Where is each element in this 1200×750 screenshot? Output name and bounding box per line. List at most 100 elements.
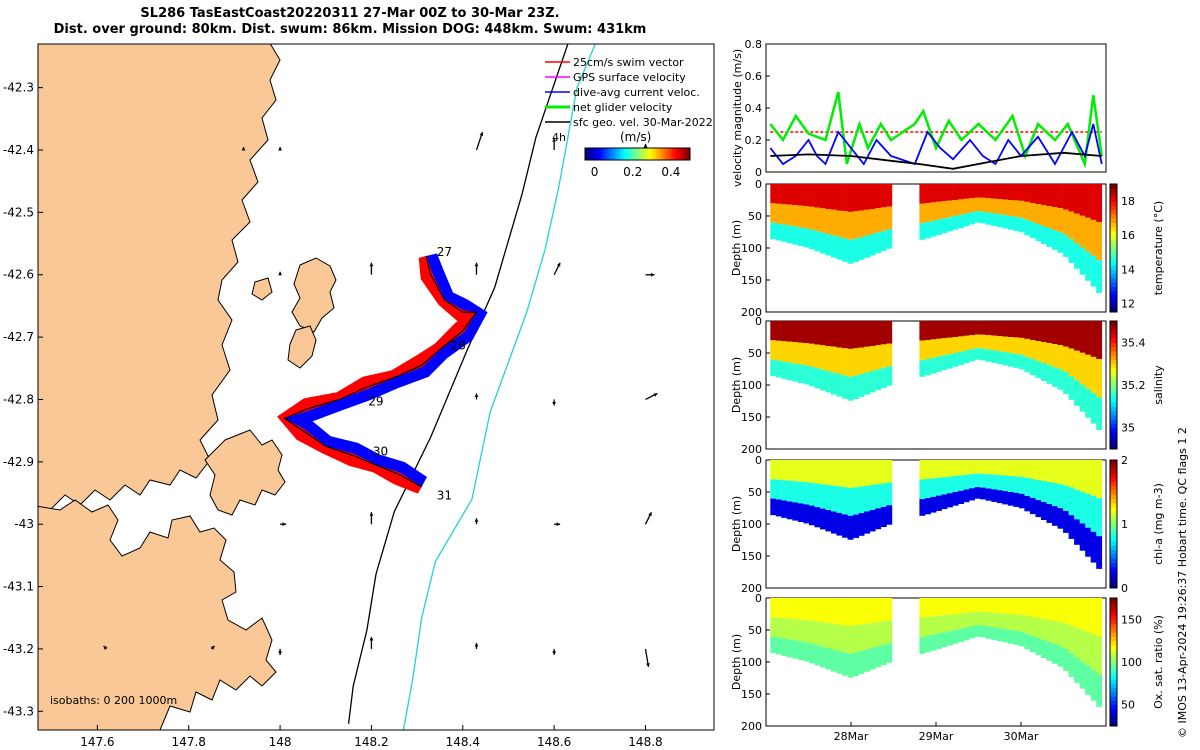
section-cell	[814, 483, 821, 507]
section-cell	[820, 369, 826, 391]
section-cell	[886, 620, 893, 644]
section-cell	[1013, 614, 1020, 631]
section-cell	[1013, 321, 1020, 338]
section-cell	[842, 348, 848, 376]
section-cell	[847, 321, 854, 349]
section-cell	[858, 321, 865, 348]
section-cell	[1074, 519, 1080, 545]
section-cell	[941, 338, 948, 356]
geo-vector-head	[474, 393, 479, 397]
section-cell	[836, 236, 843, 260]
section-cell	[847, 348, 854, 377]
section-cell	[930, 357, 937, 374]
section-cell	[1035, 361, 1042, 379]
section-cell	[825, 598, 832, 623]
section-cell	[869, 623, 876, 648]
oxygen-section: 0 50 100 150 200 Depth (m) 50 100 150 Ox. sat. ra…	[730, 592, 1165, 743]
map-ytick-label: -42.4	[3, 143, 34, 157]
section-cell	[996, 613, 1003, 629]
section-cell	[808, 366, 815, 387]
velocity-ytick-label: 0.2	[745, 134, 763, 147]
section-cell	[1041, 598, 1047, 619]
map-content: 27 28 29 30 31	[38, 44, 658, 730]
section-cell	[925, 184, 931, 203]
section-cell	[875, 369, 882, 391]
colorbar-label: (m/s)	[620, 130, 651, 144]
section-colorbar-swatch	[1110, 406, 1117, 412]
section-cell	[952, 216, 959, 230]
section-cell	[1068, 184, 1075, 212]
section-cell	[963, 198, 970, 214]
section-cell	[1052, 621, 1058, 644]
section-cell	[1068, 239, 1075, 263]
colorbar-swatch	[666, 148, 670, 160]
section-cell	[963, 184, 970, 199]
section-cell	[1013, 353, 1020, 368]
section-cell	[831, 184, 837, 210]
section-cell	[1052, 207, 1058, 230]
section-cell	[919, 598, 926, 618]
section-cell	[969, 474, 975, 489]
section-cell	[853, 487, 859, 515]
section-cell	[853, 211, 859, 239]
section-cell	[1079, 384, 1086, 412]
isobath-note: isobaths: 0 200 1000m	[50, 694, 177, 707]
section-cell	[947, 217, 953, 232]
section-cell	[786, 480, 793, 502]
section-cell	[991, 213, 998, 226]
section-cell	[925, 340, 931, 359]
section-cell	[952, 492, 959, 506]
geo-vector-head	[479, 132, 484, 136]
section-cell	[869, 371, 876, 393]
section-cell	[797, 205, 804, 228]
section-colorbar-tick: 100	[1121, 656, 1142, 669]
section-colorbar-tick: 12	[1121, 297, 1135, 310]
section-cell	[797, 184, 804, 206]
section-colorbar-swatch	[1110, 338, 1117, 343]
footer-credit: © IMOS 13-Apr-2024 19:26:37 Hobart time.…	[1176, 427, 1189, 738]
section-cell	[1079, 184, 1086, 216]
section-cell	[1057, 460, 1064, 485]
section-colorbar-swatch	[1110, 239, 1117, 245]
section-ylabel: Depth (m)	[730, 634, 743, 690]
section-colorbar-swatch	[1110, 670, 1117, 676]
section-cell	[930, 496, 937, 513]
section-cell	[941, 321, 948, 339]
section-cell	[969, 321, 975, 336]
section-cell	[991, 612, 998, 628]
section-cell	[781, 224, 788, 242]
section-cell	[1074, 460, 1080, 490]
section-cell	[792, 640, 799, 659]
section-cell	[1041, 481, 1047, 502]
section-cell	[969, 460, 975, 475]
section-cell	[836, 512, 843, 536]
colorbar-swatch	[598, 148, 602, 160]
section-cell	[1041, 640, 1047, 658]
geo-vector-head	[643, 144, 648, 148]
section-cell	[831, 485, 837, 512]
section-cell	[1090, 633, 1097, 670]
section-cell	[1029, 221, 1036, 239]
section-cell	[991, 460, 998, 475]
section-cell	[1035, 321, 1042, 341]
section-cell	[786, 184, 793, 205]
section-cell	[803, 642, 810, 662]
section-cell	[858, 237, 865, 260]
section-cell	[958, 490, 964, 504]
section-cell	[1018, 614, 1025, 632]
map-xtick-label: 148.4	[446, 735, 480, 749]
section-colorbar-swatch	[1110, 277, 1117, 283]
section-cell	[1024, 338, 1031, 357]
section-colorbar-swatch	[1110, 269, 1117, 275]
geo-vector-head	[282, 522, 287, 527]
section-colorbar-swatch	[1110, 342, 1117, 348]
section-cell	[974, 321, 981, 335]
section-cell	[991, 598, 998, 613]
section-cell	[1024, 321, 1031, 339]
section-cell	[820, 232, 826, 254]
section-cell	[919, 321, 926, 341]
section-cell	[958, 598, 964, 614]
colorbar-swatch	[648, 148, 652, 160]
land-forestier-peninsula	[204, 429, 286, 516]
